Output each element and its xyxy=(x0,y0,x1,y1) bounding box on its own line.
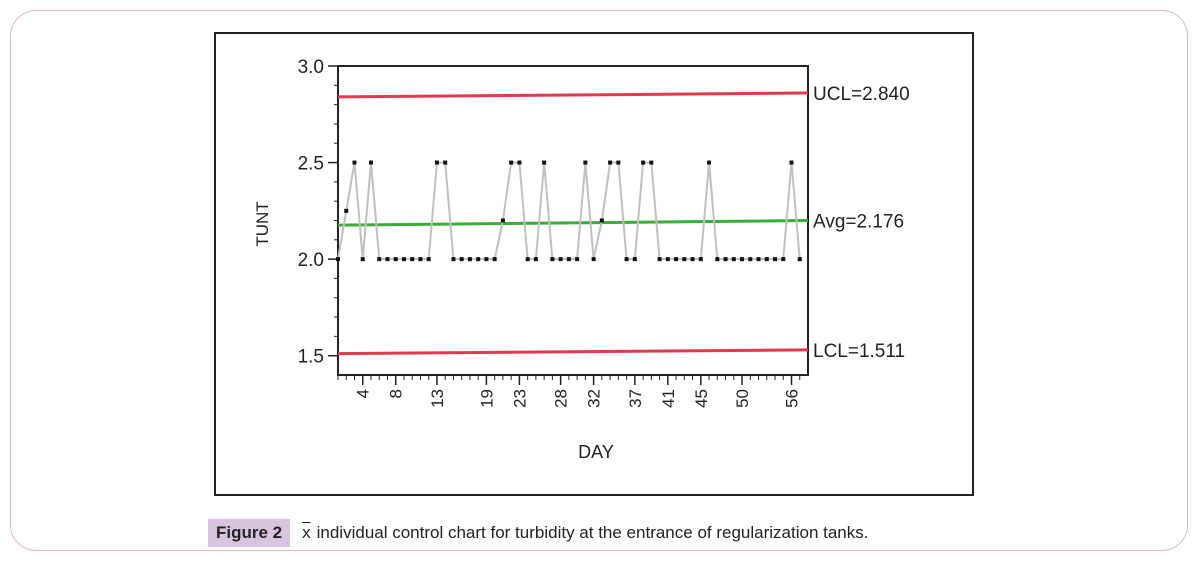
data-point xyxy=(748,257,753,262)
data-point xyxy=(764,257,769,262)
data-point xyxy=(368,160,373,165)
data-point xyxy=(360,257,365,262)
data-point xyxy=(344,208,349,213)
data-point xyxy=(715,257,720,262)
y-tick-label: 1.5 xyxy=(298,347,324,368)
data-point xyxy=(385,257,390,262)
data-point xyxy=(583,160,588,165)
control-label-avg: Avg=2.176 xyxy=(813,212,904,233)
data-point xyxy=(608,160,613,165)
data-point xyxy=(566,257,571,262)
data-point xyxy=(740,257,745,262)
data-point xyxy=(393,257,398,262)
x-tick-label: 32 xyxy=(585,389,604,408)
data-point xyxy=(443,160,448,165)
data-point xyxy=(500,218,505,223)
x-tick-label: 56 xyxy=(783,389,802,408)
control-label-lcl: LCL=1.511 xyxy=(813,341,905,362)
xbar-symbol: x xyxy=(302,523,311,542)
data-point xyxy=(533,257,538,262)
data-point xyxy=(632,257,637,262)
data-point xyxy=(781,257,786,262)
data-point xyxy=(657,257,662,262)
y-axis-label: TUNT xyxy=(253,201,272,246)
data-point xyxy=(476,257,481,262)
data-point xyxy=(517,160,522,165)
x-tick-label: 37 xyxy=(626,389,645,408)
series-line xyxy=(337,161,801,261)
control-line-ucl xyxy=(337,91,809,99)
data-point xyxy=(591,257,596,262)
data-point xyxy=(756,257,761,262)
x-tick-label: 13 xyxy=(428,389,447,408)
control-line-lcl xyxy=(337,348,809,356)
x-tick-label: 50 xyxy=(733,389,752,408)
data-point xyxy=(410,257,415,262)
data-point xyxy=(484,257,489,262)
control-line-avg xyxy=(337,219,809,227)
data-point xyxy=(698,257,703,262)
data-point xyxy=(418,257,423,262)
figure-caption: Figure 2 x individual control chart for … xyxy=(208,518,868,548)
x-tick-label: 19 xyxy=(477,389,496,408)
caption-text: individual control chart for turbidity a… xyxy=(316,523,869,542)
figure-label: Figure 2 xyxy=(208,519,291,547)
data-point xyxy=(690,257,695,262)
y-tick-label: 2.5 xyxy=(298,154,324,175)
data-point xyxy=(492,257,497,262)
data-point xyxy=(550,257,555,262)
y-tick-label: 2.0 xyxy=(298,250,324,271)
data-point xyxy=(352,160,357,165)
x-tick-label: 28 xyxy=(552,389,571,408)
x-tick-label: 45 xyxy=(692,389,711,408)
data-point xyxy=(426,257,431,262)
control-chart: 1.5 2.0 2.5 3.0 4 8 13 19 23 28 32 37 41 45 50 56 UCL=2… xyxy=(253,57,910,462)
data-point xyxy=(599,218,604,223)
data-point xyxy=(649,160,654,165)
data-point xyxy=(682,257,687,262)
x-tick-label: 4 xyxy=(354,389,373,398)
x-tick-label: 41 xyxy=(659,389,678,408)
data-point xyxy=(723,257,728,262)
y-tick-label: 3.0 xyxy=(298,57,324,78)
data-point xyxy=(401,257,406,262)
data-point xyxy=(731,257,736,262)
data-point xyxy=(451,257,456,262)
data-point xyxy=(674,257,679,262)
control-label-ucl: UCL=2.840 xyxy=(813,84,910,105)
data-point xyxy=(641,160,646,165)
data-point xyxy=(773,257,778,262)
data-point xyxy=(336,257,340,262)
data-point xyxy=(575,257,580,262)
chart-box: 1.5 2.0 2.5 3.0 4 8 13 19 23 28 32 37 41 45 50 56 UCL=2… xyxy=(214,32,974,496)
data-point xyxy=(789,160,794,165)
data-point xyxy=(542,160,547,165)
data-point xyxy=(525,257,530,262)
data-point xyxy=(467,257,472,262)
data-point xyxy=(624,257,629,262)
x-tick-label: 8 xyxy=(387,389,406,398)
x-axis-label: DAY xyxy=(578,442,614,462)
data-point xyxy=(665,257,670,262)
data-point xyxy=(434,160,439,165)
data-point xyxy=(707,160,712,165)
data-point xyxy=(459,257,464,262)
data-point xyxy=(558,257,563,262)
x-tick-label: 23 xyxy=(510,389,529,408)
data-point xyxy=(509,160,514,165)
data-point xyxy=(616,160,621,165)
data-point xyxy=(797,257,802,262)
data-point xyxy=(377,257,382,262)
